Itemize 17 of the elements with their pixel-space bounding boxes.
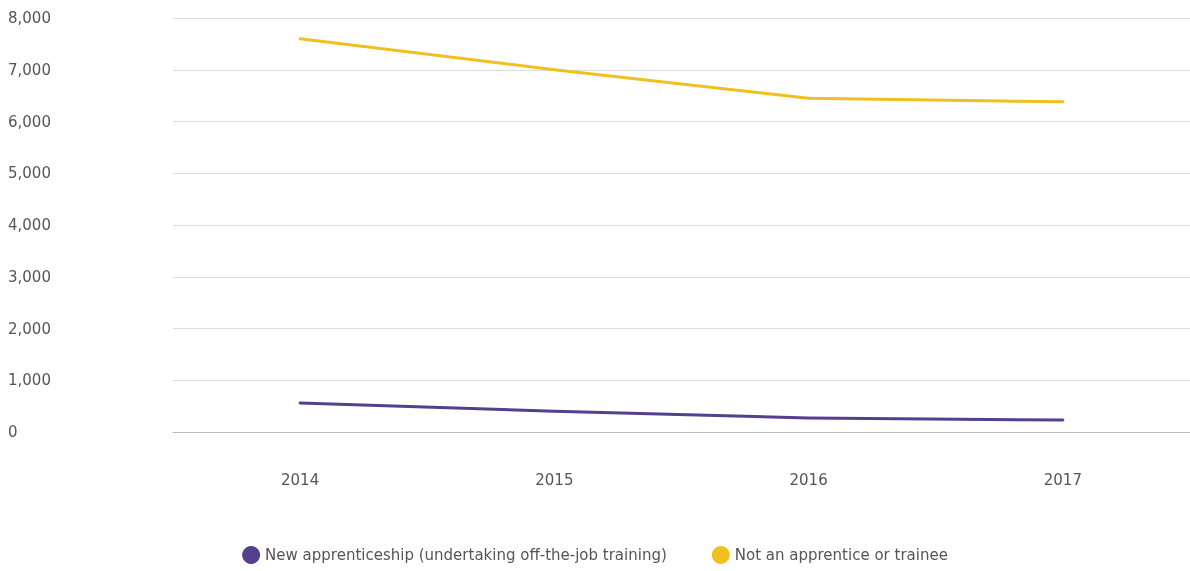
- y-tick-label: 7,000: [8, 60, 51, 79]
- y-tick-label: 8,000: [8, 9, 51, 27]
- y-tick-label: 6,000: [8, 112, 51, 131]
- line-series: [298, 401, 1065, 422]
- x-tick-label: 2014: [281, 470, 320, 489]
- legend-label: Not an apprentice or trainee: [734, 546, 948, 564]
- y-tick-label: 1,000: [8, 371, 51, 390]
- y-tick-label: 4,000: [8, 216, 51, 234]
- x-tick-label: 2015: [535, 470, 574, 489]
- x-tick-label: 2017: [1043, 470, 1082, 489]
- y-tick-label: 2,000: [8, 319, 51, 338]
- y-tick-label: 3,000: [8, 267, 51, 286]
- legend-label: New apprenticeship (undertaking off-the-job training): [265, 546, 667, 564]
- x-tick-label: 2016: [789, 470, 828, 489]
- y-tick-label: 5,000: [8, 164, 51, 183]
- y-tick-label: 0: [8, 423, 18, 441]
- line-series: [298, 37, 1065, 104]
